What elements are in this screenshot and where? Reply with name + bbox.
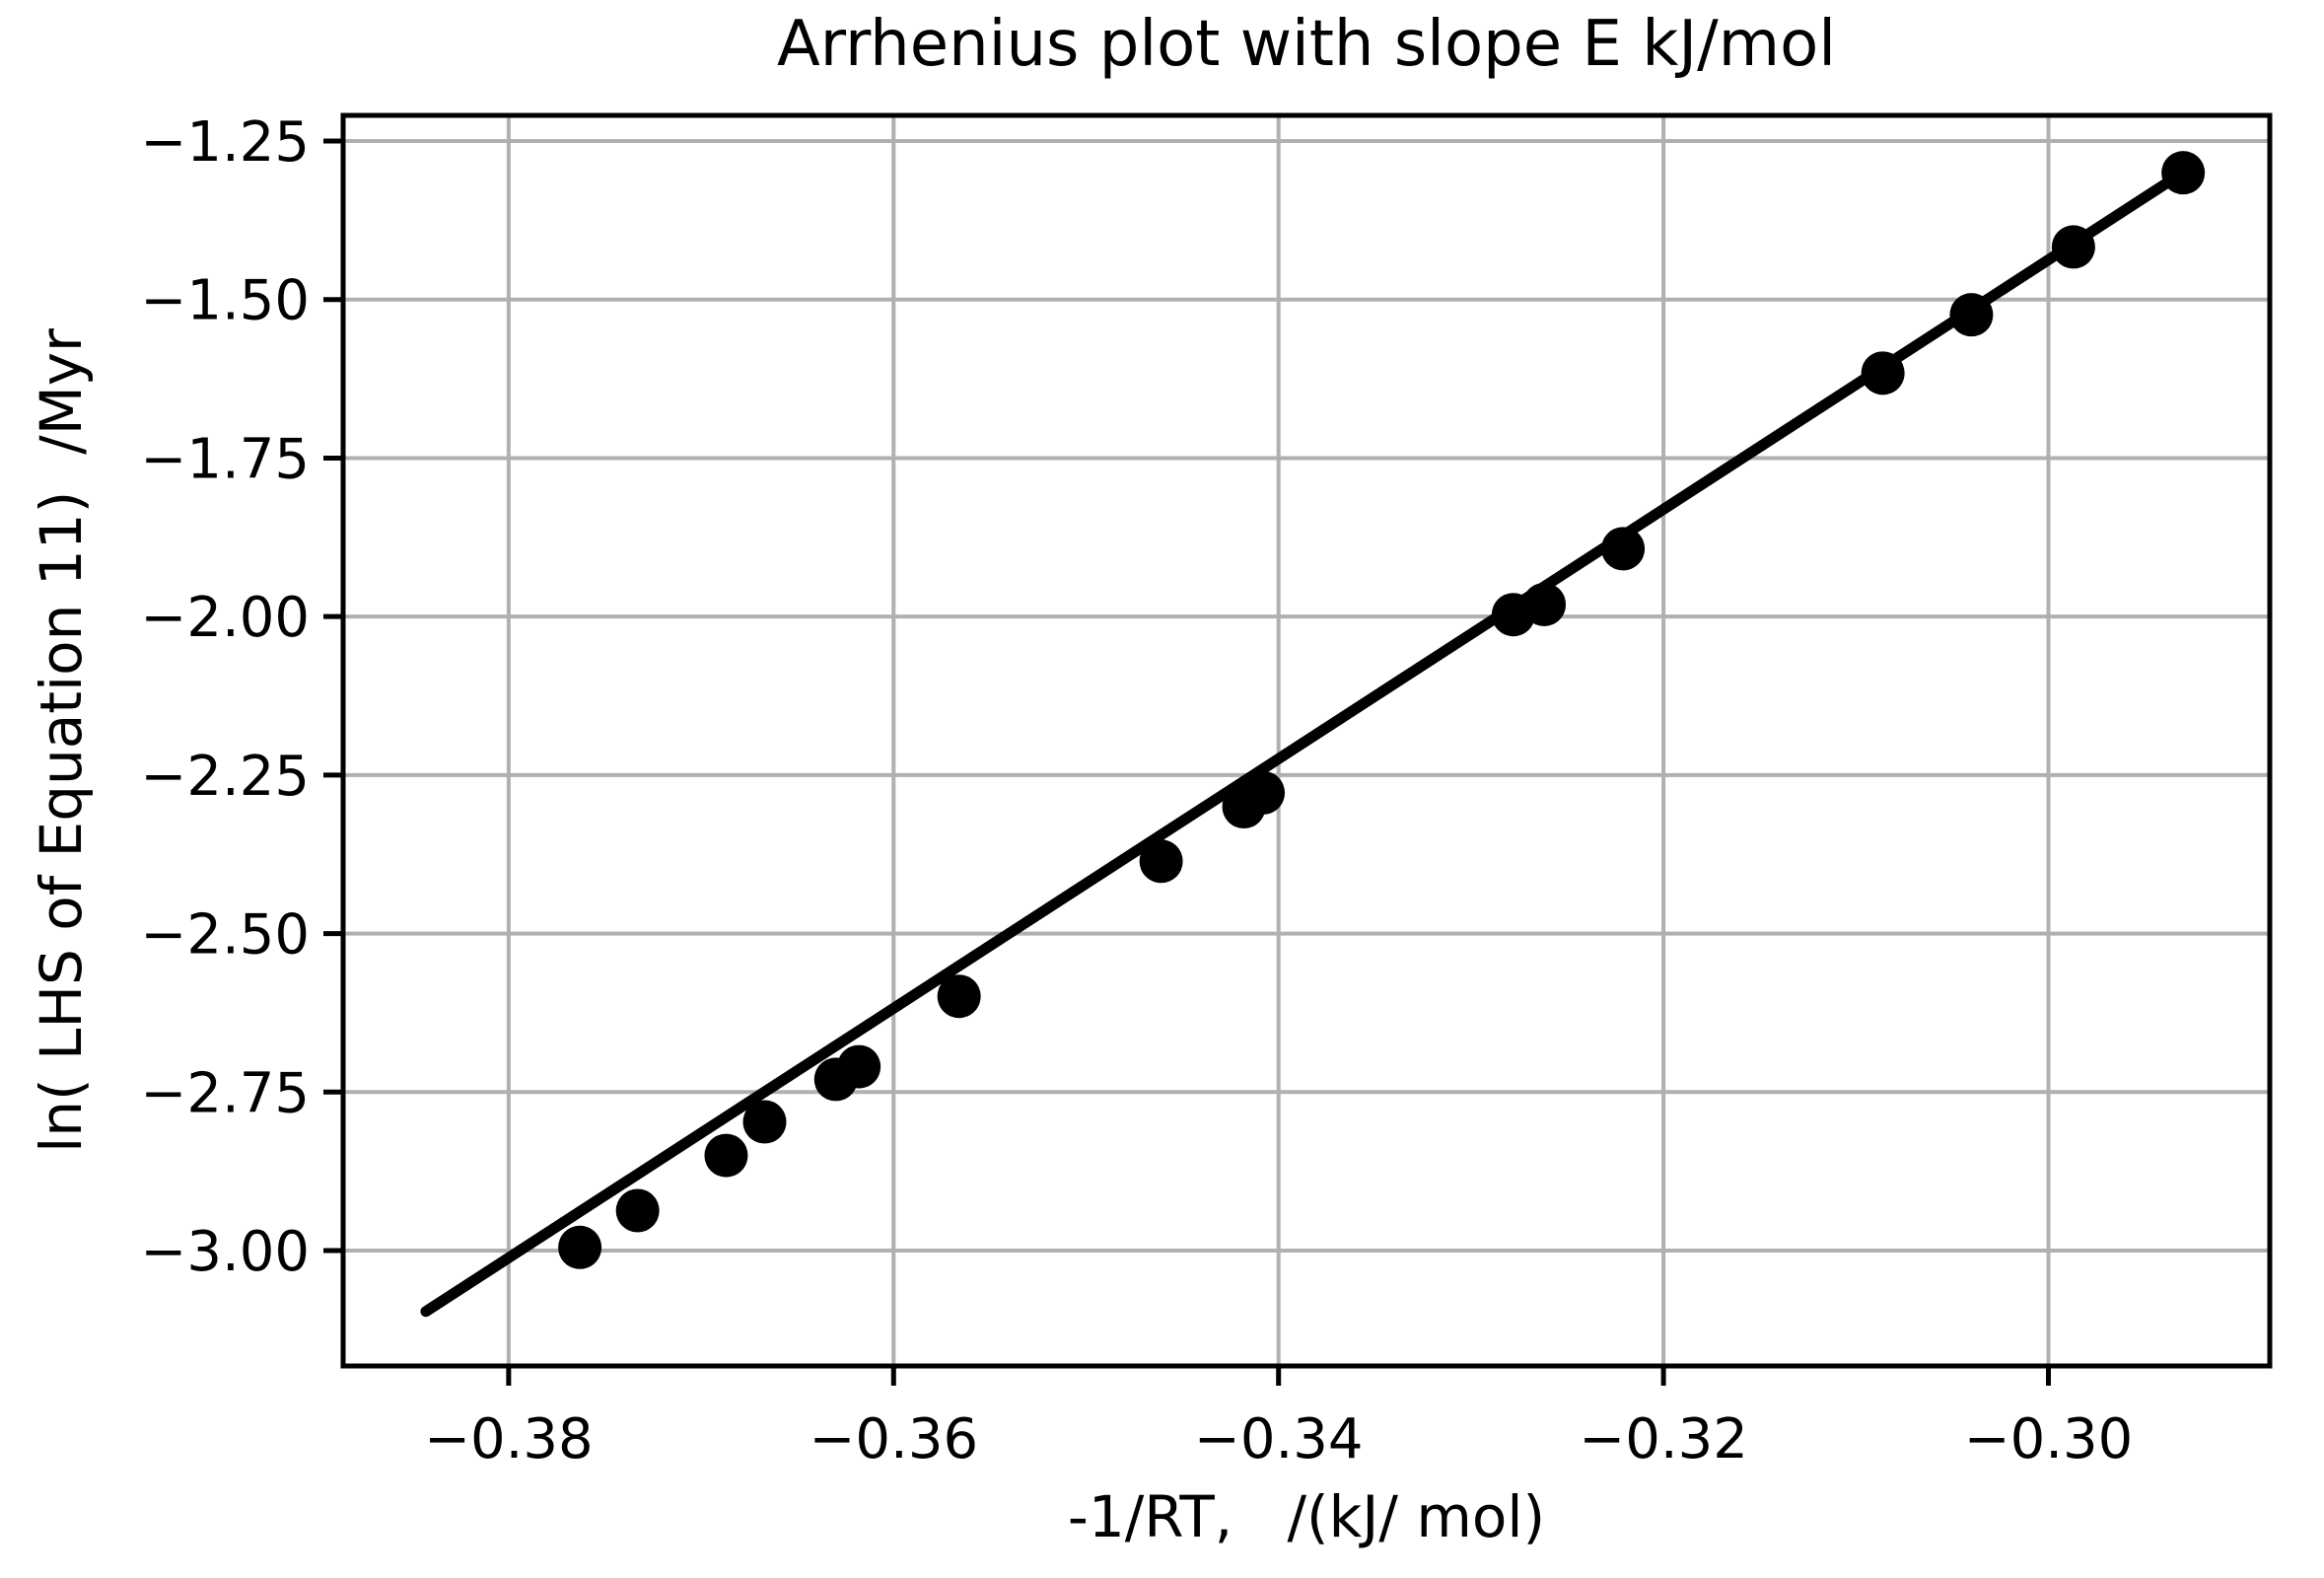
data-point xyxy=(704,1133,748,1178)
data-point xyxy=(2161,151,2206,195)
data-point xyxy=(837,1044,881,1089)
data-point xyxy=(558,1225,602,1269)
data-point xyxy=(615,1188,660,1233)
x-axis-label: -1/RT, /(kJ/ mol) xyxy=(1067,1483,1546,1550)
data-point xyxy=(1861,351,1905,395)
y-tick-label: −2.75 xyxy=(140,1061,310,1125)
data-point xyxy=(2051,225,2095,269)
y-tick-label: −1.75 xyxy=(140,427,310,491)
data-point xyxy=(1241,770,1286,815)
x-tick-label: −0.38 xyxy=(424,1407,594,1471)
chart-title: Arrhenius plot with slope E kJ/mol xyxy=(777,8,1836,81)
data-point xyxy=(1949,293,1994,337)
x-tick-label: −0.34 xyxy=(1194,1407,1364,1471)
data-point xyxy=(1601,527,1646,571)
data-point xyxy=(742,1100,787,1144)
y-tick-label: −1.25 xyxy=(140,110,310,175)
y-axis-label: ln( LHS of Equation 11) /Myr xyxy=(28,328,95,1153)
y-tick-label: −2.25 xyxy=(140,745,310,809)
data-point xyxy=(1522,582,1567,626)
y-tick-label: −2.50 xyxy=(140,903,310,968)
x-tick-label: −0.32 xyxy=(1579,1407,1748,1471)
y-tick-label: −3.00 xyxy=(140,1220,310,1284)
y-tick-label: −2.00 xyxy=(140,586,310,650)
data-point xyxy=(1139,839,1183,884)
x-tick-label: −0.36 xyxy=(809,1407,978,1471)
fit-line xyxy=(420,167,2189,1318)
axes-frame xyxy=(340,112,2273,1369)
y-tick-label: −1.50 xyxy=(140,269,310,333)
x-tick-label: −0.30 xyxy=(1964,1407,2134,1471)
data-point xyxy=(937,974,981,1019)
